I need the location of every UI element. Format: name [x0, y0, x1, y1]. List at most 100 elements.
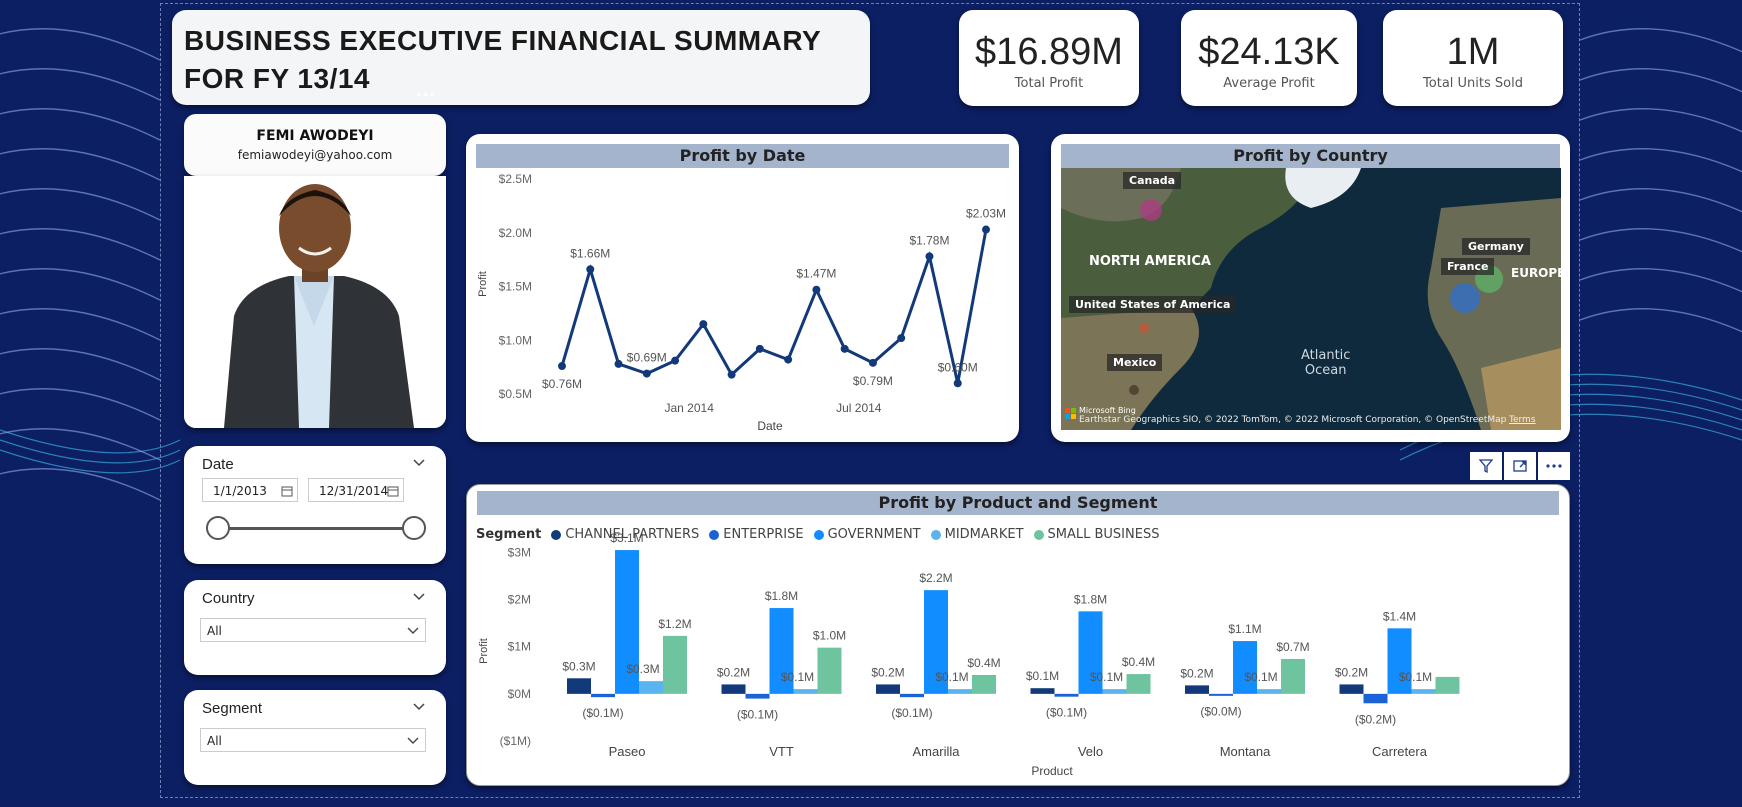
- end-date-value: 12/31/2014: [319, 484, 389, 498]
- segment-selected: All: [207, 734, 222, 748]
- y-tick-label: $2.0M: [499, 226, 532, 240]
- profile-photo-card: [184, 176, 446, 428]
- report-title-card: BUSINESS EXECUTIVE FINANCIAL SUMMARY FOR…: [172, 10, 870, 105]
- more-options-icon[interactable]: ···: [416, 86, 437, 104]
- map-bubble-canada[interactable]: [1140, 199, 1162, 221]
- map-bubble-france[interactable]: [1450, 283, 1480, 313]
- bar: [591, 693, 615, 698]
- legend-swatch: [551, 529, 562, 540]
- bar-label: $0.3M: [562, 659, 595, 673]
- data-label: $0.60M: [938, 360, 978, 374]
- bar-label: $0.1M: [1399, 670, 1432, 684]
- y-tick-label: $2M: [508, 593, 531, 607]
- country-dropdown[interactable]: All: [200, 618, 426, 642]
- kpi-value: $16.89M: [975, 31, 1123, 73]
- kpi-card-total-profit: $16.89M Total Profit: [959, 10, 1139, 106]
- more-options-icon[interactable]: [1538, 452, 1570, 480]
- x-tick-label: Jul 2014: [836, 401, 882, 415]
- map-bubble-usa[interactable]: [1139, 323, 1149, 333]
- bar: [924, 590, 948, 694]
- map-label-france: France: [1441, 258, 1495, 275]
- bar: [972, 675, 996, 694]
- kpi-card-average-profit: $24.13K Average Profit: [1181, 10, 1357, 106]
- y-tick-label: $1M: [508, 640, 531, 654]
- chevron-down-icon[interactable]: [412, 702, 426, 712]
- chevron-down-icon: [407, 627, 419, 634]
- calendar-icon[interactable]: [281, 485, 293, 497]
- data-label: $1.78M: [909, 233, 949, 247]
- bar: [1363, 693, 1388, 704]
- date-slider-end-handle[interactable]: [402, 516, 426, 540]
- chevron-down-icon: [407, 737, 419, 744]
- legend-item[interactable]: MIDMARKET: [930, 527, 1024, 542]
- bar-label: ($0.1M): [1046, 706, 1087, 720]
- y-tick-label: $2.5M: [499, 172, 532, 186]
- profile-name: FEMI AWODEYI: [256, 128, 374, 144]
- bar: [663, 635, 687, 694]
- y-axis-title: Profit: [478, 638, 490, 664]
- legend-label: GOVERNMENT: [827, 527, 921, 542]
- x-tick-label: Jan 2014: [665, 401, 715, 415]
- date-slider-start-handle[interactable]: [206, 516, 230, 540]
- bar-label: $0.2M: [717, 665, 750, 679]
- chevron-down-icon[interactable]: [412, 592, 426, 602]
- data-point: [614, 359, 623, 368]
- data-point: [671, 356, 680, 365]
- date-slider-track[interactable]: [222, 527, 418, 530]
- legend-label: CHANNEL PARTNERS: [565, 527, 700, 542]
- bar-label: $1.0M: [813, 629, 846, 643]
- bar: [639, 681, 663, 694]
- bar-label: $0.2M: [871, 665, 904, 679]
- bar-label: $0.1M: [781, 670, 814, 684]
- calendar-icon[interactable]: [387, 485, 399, 497]
- map-label-germany: Germany: [1462, 238, 1530, 255]
- country-slicer-title: Country: [202, 590, 255, 607]
- data-point: [784, 355, 793, 364]
- profit-by-date-title: Profit by Date: [476, 144, 1009, 168]
- map-bubble-mexico[interactable]: [1129, 385, 1139, 395]
- data-label: $2.03M: [966, 207, 1006, 221]
- bar-label: $0.1M: [1090, 670, 1123, 684]
- kpi-value: $24.13K: [1198, 31, 1340, 73]
- end-date-input[interactable]: 12/31/2014: [308, 478, 404, 502]
- visual-header-icons: [1470, 452, 1570, 480]
- bar: [1411, 689, 1436, 694]
- start-date-input[interactable]: 1/1/2013: [202, 478, 298, 502]
- legend-label: MIDMARKET: [944, 527, 1024, 542]
- bar-label: $1.1M: [1228, 622, 1261, 636]
- legend-item[interactable]: ENTERPRISE: [709, 527, 804, 542]
- bar: [745, 693, 770, 699]
- bar: [1185, 685, 1209, 694]
- profile-photo: [184, 176, 446, 428]
- bar-label: $1.8M: [1074, 592, 1107, 606]
- legend-swatch: [930, 529, 941, 540]
- category-label: Amarilla: [913, 744, 961, 759]
- map-label-north-america: NORTH AMERICA: [1089, 254, 1211, 269]
- bar-label: $0.3M: [626, 662, 659, 676]
- bar-label: $0.2M: [1335, 665, 1368, 679]
- map-terms-link[interactable]: Terms: [1509, 415, 1536, 425]
- legend-item[interactable]: SMALL BUSINESS: [1033, 527, 1159, 542]
- bar-label: $0.1M: [935, 670, 968, 684]
- segment-dropdown[interactable]: All: [200, 728, 426, 752]
- legend-item[interactable]: CHANNEL PARTNERS: [551, 527, 699, 542]
- bar-label: ($0.1M): [737, 708, 778, 722]
- profile-email: femiawodeyi@yahoo.com: [237, 148, 393, 162]
- bar: [721, 684, 746, 694]
- x-axis-title: Product: [1031, 764, 1073, 778]
- bar-label: $0.4M: [967, 656, 1000, 670]
- profit-by-product-title: Profit by Product and Segment: [477, 491, 1559, 515]
- start-date-value: 1/1/2013: [213, 484, 267, 498]
- map-label-atlantic: Atlantic: [1301, 348, 1351, 363]
- chevron-down-icon[interactable]: [412, 458, 426, 468]
- data-label: $0.69M: [627, 351, 667, 365]
- kpi-label: Total Units Sold: [1423, 76, 1523, 91]
- focus-mode-icon[interactable]: [1504, 452, 1536, 480]
- bar-label: $0.4M: [1122, 655, 1155, 669]
- filter-icon[interactable]: [1470, 452, 1502, 480]
- legend-item[interactable]: GOVERNMENT: [813, 527, 921, 542]
- data-point: [699, 320, 708, 329]
- bar-label: ($0.0M): [1200, 704, 1241, 718]
- map-label-mexico: Mexico: [1107, 354, 1163, 371]
- y-axis-title: Profit: [477, 271, 489, 297]
